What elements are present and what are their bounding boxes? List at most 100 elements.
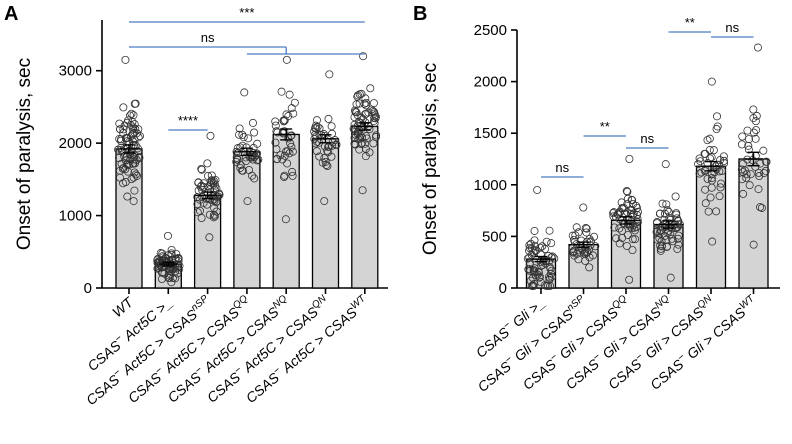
panel-a-point — [353, 91, 362, 100]
panel-b-point — [579, 203, 588, 212]
panel-a-point — [153, 258, 162, 267]
panel-a-point — [126, 111, 135, 120]
panel-b-point — [695, 169, 704, 178]
panel-b-point — [653, 227, 662, 236]
panel-b-point — [653, 235, 662, 244]
panel-b-point — [715, 160, 724, 169]
panel-b-point — [703, 174, 712, 183]
panel-b-point — [529, 268, 538, 277]
panel-b-point — [609, 212, 618, 221]
panel-a-point — [361, 94, 370, 103]
panel-b-point — [656, 225, 665, 234]
panel-a-point — [357, 113, 366, 122]
panel-a-point — [352, 108, 361, 117]
panel-b-point — [525, 253, 534, 262]
panel-a-point — [277, 87, 286, 96]
panel-a-point — [116, 173, 125, 182]
panel-a-point — [354, 117, 363, 126]
panel-a-point — [121, 55, 130, 64]
panel-a-point — [243, 197, 252, 206]
panel-b-point — [547, 239, 556, 248]
panel-b-point — [655, 234, 664, 243]
label-superscript: − — [271, 365, 283, 377]
label-superscript: nSP — [189, 293, 211, 314]
panel-b-point — [540, 281, 549, 290]
panel-a-point — [369, 117, 378, 126]
panel-a-sig-label: **** — [178, 113, 198, 128]
label-superscript: − — [232, 364, 244, 376]
panel-b-point — [568, 231, 577, 240]
panel-a-point — [320, 197, 329, 206]
panel-a-point — [119, 103, 128, 112]
label-superscript: − — [193, 364, 205, 376]
panel-b-point — [528, 281, 537, 290]
label-superscript: − — [501, 319, 513, 331]
panel-a-point — [154, 263, 163, 272]
panel-a-point — [355, 99, 364, 108]
label-superscript: − — [548, 351, 560, 363]
panel-a-point — [169, 274, 178, 283]
panel-b-point — [615, 239, 624, 248]
panel-b-point — [701, 149, 710, 158]
panel-a-point — [360, 139, 369, 148]
panel-b-point — [570, 251, 579, 260]
panel-b-point — [664, 207, 673, 216]
panel-b-point — [704, 207, 713, 216]
panel-b-point — [536, 243, 545, 252]
panel-a-point — [287, 104, 296, 113]
panel-b-point — [749, 240, 758, 249]
panel-b-point — [585, 263, 594, 272]
panel-a-point — [123, 192, 132, 201]
panel-b-point — [623, 230, 632, 239]
panel-b-point — [633, 203, 642, 212]
panel-a-point — [119, 129, 128, 138]
panel-a-point — [235, 124, 244, 133]
panel-b-point — [570, 235, 579, 244]
panel-a-point — [197, 214, 206, 223]
panel-a-point — [280, 171, 289, 180]
panel-a-point — [358, 123, 367, 132]
panel-b-point — [633, 215, 642, 224]
panel-b-point — [545, 275, 554, 284]
panel-b-point — [762, 157, 771, 166]
panel-b-point — [590, 232, 599, 241]
panel-b-point — [694, 160, 703, 169]
panel-b-point — [753, 43, 762, 52]
panel-b-point — [630, 226, 639, 235]
panel-b-point — [667, 234, 676, 243]
panel-a-point — [204, 171, 213, 180]
panel-a-point — [324, 148, 333, 157]
panel-b-point — [628, 210, 637, 219]
panel-b-point — [541, 245, 550, 254]
panel-b-point — [719, 152, 728, 161]
panel-a-point — [360, 99, 369, 108]
panel-b-point — [628, 246, 637, 255]
panel-a-point — [349, 124, 358, 133]
panel-a-point — [128, 151, 137, 160]
panel-a-point — [352, 100, 361, 109]
panel-a-point — [133, 171, 142, 180]
panel-b-point — [568, 244, 577, 253]
panel-a-point — [320, 131, 329, 140]
panel-b-point — [526, 239, 535, 248]
panel-b-point — [752, 126, 761, 135]
panel-a-point — [361, 152, 370, 161]
panel-b-point — [739, 189, 748, 198]
panel-a-point — [157, 275, 166, 284]
panel-a-point — [206, 131, 215, 140]
panel-a-point — [362, 98, 371, 107]
panel-b-point — [615, 224, 624, 233]
panel-a-point — [271, 117, 280, 126]
panel-a-point — [197, 165, 206, 174]
panel-b-point — [754, 185, 763, 194]
panel-a-point — [129, 111, 138, 120]
panel-a-point — [197, 164, 206, 173]
panel-b-point — [662, 200, 671, 209]
panel-a-point — [315, 152, 324, 161]
panel-b-point — [696, 157, 705, 166]
panel-a-point — [193, 208, 202, 217]
panel-a-point — [236, 160, 245, 169]
panel-b-point — [719, 156, 728, 165]
panel-b-point — [585, 235, 594, 244]
